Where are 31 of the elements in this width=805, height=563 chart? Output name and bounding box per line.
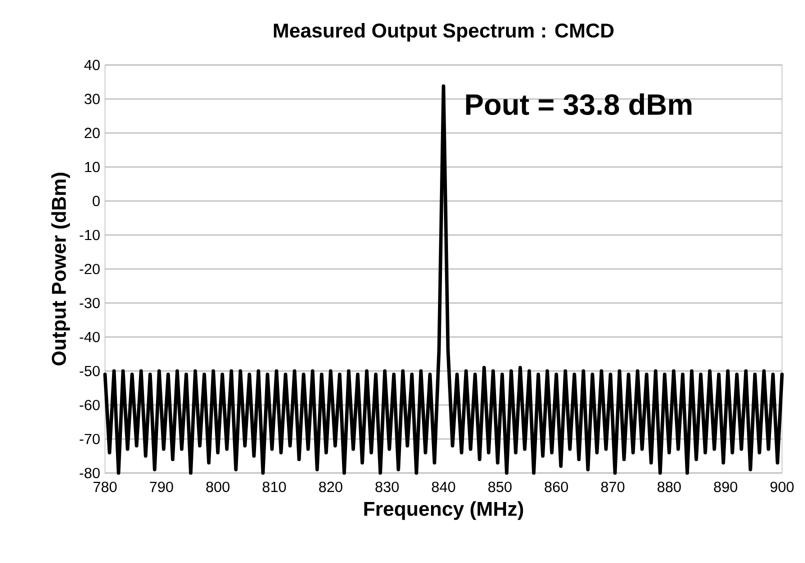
y-axis-title: Output Power (dBm) — [51, 172, 70, 366]
y-tick-label: 10 — [85, 162, 100, 172]
line-series — [103, 84, 784, 475]
x-tick-label: 880 — [658, 482, 681, 492]
y-tick-label: 20 — [84, 128, 100, 138]
x-axis-title: Frequency (MHz) — [364, 501, 524, 520]
y-tick-label: -10 — [80, 230, 100, 240]
chart-title: Measured Output Spectrum : CMCD — [274, 22, 614, 42]
y-tick-label: -30 — [80, 298, 100, 308]
x-tick-label: 870 — [601, 482, 624, 492]
x-tick-label: 800 — [206, 482, 230, 492]
y-tick-label: -80 — [80, 468, 100, 478]
y-tick-label: 30 — [84, 94, 100, 104]
x-tick-label: 830 — [375, 482, 399, 492]
x-tick-label: 900 — [770, 482, 794, 492]
y-tick-label: 40 — [84, 60, 100, 70]
x-tick-label: 850 — [488, 482, 512, 492]
annotation: Pout = 33.8 dBm — [466, 93, 692, 116]
y-tick-label: 0 — [92, 196, 100, 206]
x-tick-label: 780 — [94, 482, 117, 492]
y-tick-label: -40 — [80, 332, 100, 342]
x-tick-label: 810 — [262, 482, 286, 492]
y-tick-label: -70 — [80, 434, 100, 444]
x-tick-label: 790 — [150, 482, 174, 492]
y-tick-label: -20 — [80, 264, 100, 274]
x-tick-label: 820 — [319, 482, 342, 492]
x-tick-label: 890 — [714, 482, 738, 492]
y-tick-label: -50 — [80, 366, 100, 376]
x-tick-label: 840 — [432, 482, 456, 492]
x-tick-label: 860 — [544, 482, 568, 492]
y-tick-label: -60 — [80, 400, 100, 410]
